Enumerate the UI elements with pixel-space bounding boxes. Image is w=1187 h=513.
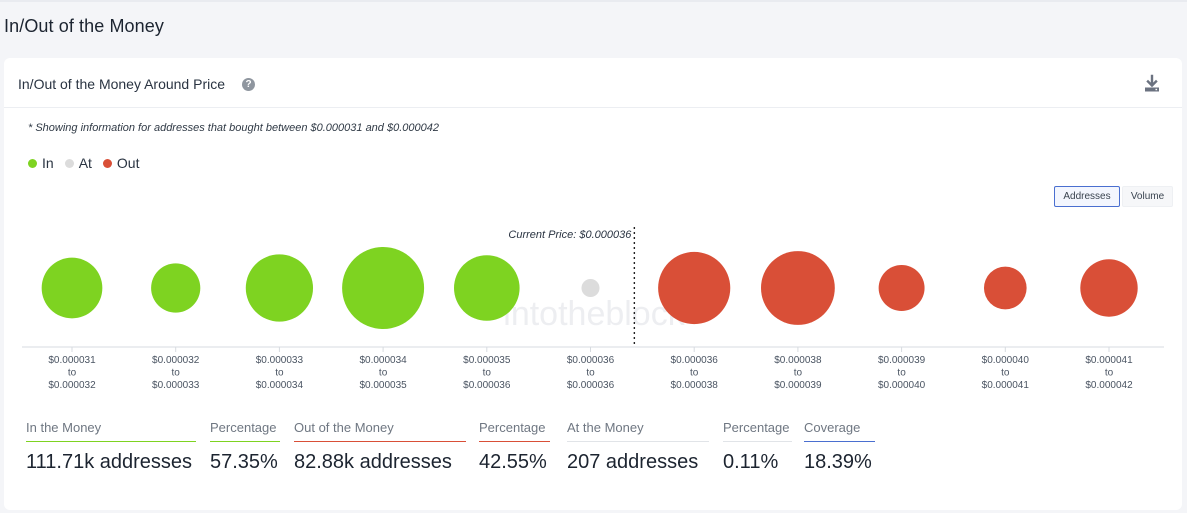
x-tick-label: $0.000036 (567, 380, 615, 391)
x-tick-label: $0.000034 (359, 355, 407, 366)
x-tick-label: $0.000036 (671, 355, 719, 366)
bubble-at (581, 278, 600, 298)
download-icon[interactable] (1142, 74, 1162, 94)
x-tick-label: to (586, 368, 595, 379)
stat-value: 18.39% (804, 451, 872, 473)
stat-value: 57.35% (210, 451, 278, 473)
bubble-out (658, 251, 731, 325)
bubble-in (41, 257, 103, 319)
x-tick-label: to (1001, 368, 1010, 379)
legend-item-out[interactable]: Out (102, 155, 140, 171)
x-tick-label: to (794, 368, 803, 379)
stat-label: In the Money (26, 420, 196, 442)
top-bar (0, 0, 1187, 2)
bubble-in (342, 247, 425, 329)
x-tick-label: to (379, 368, 388, 379)
x-tick-label: to (690, 368, 699, 379)
iomap-chart: intotheblock Current Price: $0.000036 $0.0… (22, 227, 1164, 391)
stat-label: At the Money (567, 420, 709, 442)
watermark: intotheblock (503, 295, 685, 333)
x-tick-label: $0.000031 (48, 355, 96, 366)
legend-label-at: At (78, 155, 92, 171)
x-tick-label: $0.000033 (256, 355, 304, 366)
legend-dot-at (64, 158, 74, 168)
x-tick-label: $0.000040 (878, 380, 926, 391)
x-tick-label: to (68, 368, 77, 379)
bubble-in (151, 263, 201, 313)
x-tick-label: to (897, 368, 906, 379)
stat-value: 42.55% (479, 451, 547, 473)
x-tick-label: $0.000042 (1085, 380, 1133, 391)
bubble-out (761, 251, 835, 325)
x-tick-label: $0.000039 (878, 355, 926, 366)
stat-6: Coverage 18.39% (804, 420, 875, 474)
bubble-in (454, 255, 520, 321)
stat-label: Percentage (210, 420, 280, 442)
stat-value: 111.71k addresses (26, 451, 193, 473)
help-icon[interactable]: ? (242, 78, 255, 91)
x-tick-label: $0.000035 (359, 380, 407, 391)
legend-item-in[interactable]: In (28, 155, 54, 171)
stat-2: Out of the Money 82.88k addresses (294, 420, 466, 474)
x-tick-label: to (1105, 368, 1114, 379)
card-header: In/Out of the Money Around Price ? (4, 58, 1182, 108)
volume-toggle[interactable]: Volume (1122, 186, 1173, 207)
legend-dot-in (28, 158, 37, 168)
stat-0: In the Money 111.71k addresses (26, 420, 196, 474)
stat-4: At the Money 207 addresses (567, 420, 709, 474)
current-price-label: Current Price: $0.000036 (508, 229, 632, 241)
x-tick-label: $0.000032 (152, 355, 200, 366)
x-tick-label: $0.000032 (48, 380, 96, 391)
addresses-toggle[interactable]: Addresses (1054, 186, 1120, 207)
stat-label: Percentage (723, 420, 792, 442)
stat-5: Percentage 0.11% (723, 420, 792, 474)
stat-label: Out of the Money (294, 420, 466, 442)
legend: In At Out (28, 155, 151, 171)
card-title: In/Out of the Money Around Price (18, 76, 226, 92)
stat-value: 0.11% (723, 451, 779, 473)
bubble-out (983, 266, 1027, 310)
x-tick-label: $0.000036 (567, 355, 615, 366)
stat-1: Percentage 57.35% (210, 420, 280, 474)
x-tick-label: $0.000038 (774, 355, 822, 366)
legend-label-out: Out (116, 155, 140, 171)
iomap-card: In/Out of the Money Around Price ? * Sho… (4, 58, 1182, 510)
stat-label: Coverage (804, 420, 875, 442)
stat-value: 82.88k addresses (294, 451, 452, 473)
x-tick-label: $0.000035 (463, 355, 511, 366)
x-tick-label: $0.000036 (463, 380, 511, 391)
x-tick-label: $0.000033 (152, 380, 200, 391)
legend-dot-out (102, 158, 112, 168)
x-tick-label: $0.000041 (1085, 355, 1133, 366)
bubble-out (878, 265, 925, 311)
x-tick-label: $0.000039 (774, 380, 822, 391)
x-tick-label: $0.000041 (982, 380, 1030, 391)
bubble-out (1080, 259, 1138, 317)
stat-label: Percentage (479, 420, 550, 442)
page-title: In/Out of the Money (4, 16, 164, 36)
stat-value: 207 addresses (567, 451, 699, 473)
legend-item-at[interactable]: At (64, 155, 92, 171)
x-tick-label: to (172, 368, 181, 379)
x-tick-label: $0.000038 (671, 380, 719, 391)
legend-label-in: In (42, 155, 54, 171)
bubble-in (245, 254, 314, 322)
x-tick-label: $0.000040 (982, 355, 1030, 366)
x-tick-label: $0.000034 (256, 380, 304, 391)
x-tick-label: to (275, 368, 284, 379)
stat-3: Percentage 42.55% (479, 420, 550, 474)
x-tick-label: to (483, 368, 492, 379)
info-note: * Showing information for addresses that… (28, 122, 439, 134)
